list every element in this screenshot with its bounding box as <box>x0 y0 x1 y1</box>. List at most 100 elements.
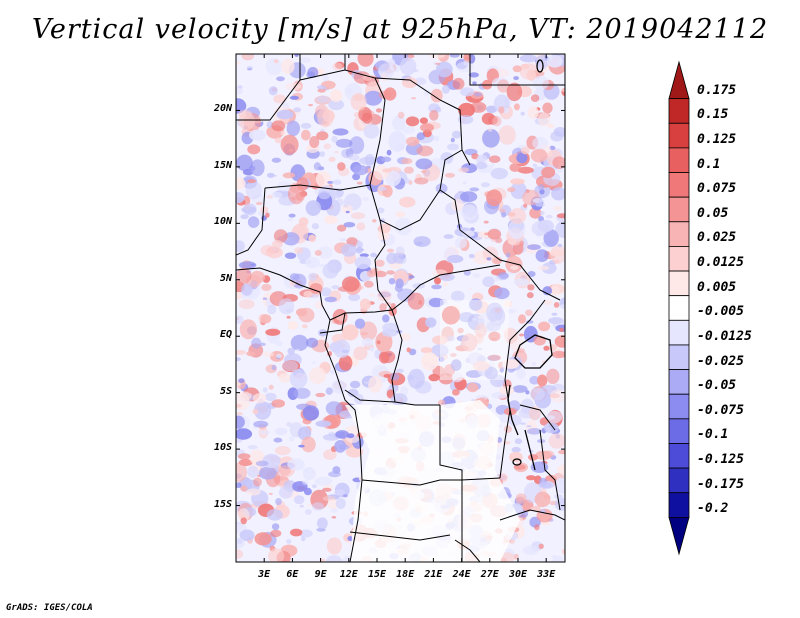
downward-motion-patch <box>472 317 478 321</box>
upward-motion-patch <box>261 283 272 291</box>
upward-motion-patch <box>542 102 553 114</box>
downward-motion-patch <box>395 368 404 373</box>
upward-motion-patch <box>278 465 291 476</box>
downward-motion-patch <box>516 368 526 380</box>
colorbar-segment <box>668 60 690 100</box>
upward-motion-patch <box>538 543 544 549</box>
colorbar-label: 0.025 <box>697 230 737 246</box>
downward-motion-patch <box>286 120 300 137</box>
downward-motion-patch <box>486 321 501 332</box>
downward-motion-patch <box>248 502 254 505</box>
downward-motion-patch <box>468 72 479 78</box>
upward-motion-patch <box>287 320 299 330</box>
downward-motion-patch <box>477 355 486 363</box>
downward-motion-patch <box>551 187 565 201</box>
upward-motion-patch <box>561 549 565 555</box>
upward-motion-patch <box>421 352 439 371</box>
upward-motion-patch <box>383 373 392 378</box>
colorbar-segment <box>668 221 690 247</box>
upward-motion-patch <box>499 208 506 213</box>
colorbar-segment <box>668 516 690 556</box>
upward-motion-patch <box>526 475 536 481</box>
upward-motion-patch <box>268 384 274 390</box>
downward-motion-patch <box>268 86 278 96</box>
downward-motion-patch <box>334 489 346 496</box>
upward-motion-patch <box>421 170 427 174</box>
downward-motion-patch <box>451 372 463 383</box>
upward-motion-patch <box>488 354 501 361</box>
downward-motion-patch <box>460 87 475 97</box>
downward-motion-patch <box>335 430 349 439</box>
upward-motion-patch <box>301 324 308 329</box>
downward-motion-patch <box>331 285 340 290</box>
downward-motion-patch <box>527 271 536 277</box>
downward-motion-patch <box>276 353 282 359</box>
upward-motion-patch <box>301 129 311 141</box>
downward-motion-patch <box>332 128 349 136</box>
downward-motion-patch <box>546 55 563 68</box>
colorbar-label: -0.075 <box>697 402 744 418</box>
upward-motion-patch <box>382 168 392 173</box>
upward-motion-patch <box>537 112 551 127</box>
upward-motion-patch <box>327 499 339 509</box>
colorbar-segment <box>668 122 690 149</box>
upward-motion-patch <box>518 314 526 324</box>
downward-motion-patch <box>262 297 268 301</box>
downward-motion-patch <box>317 517 328 530</box>
downward-motion-patch <box>342 494 348 498</box>
upward-motion-patch <box>356 222 366 231</box>
downward-motion-patch <box>482 276 495 288</box>
downward-motion-patch <box>472 81 477 85</box>
upward-motion-patch <box>268 492 273 495</box>
colorbar-segment <box>668 270 690 297</box>
downward-motion-patch <box>457 190 464 194</box>
lon-tick-label: 21E <box>424 569 443 580</box>
upward-motion-patch <box>308 234 317 243</box>
downward-motion-patch <box>316 95 330 104</box>
downward-motion-patch <box>545 415 556 420</box>
upward-motion-patch <box>420 123 434 132</box>
upward-motion-patch <box>407 292 425 310</box>
downward-motion-patch <box>394 217 413 236</box>
downward-motion-patch <box>481 182 490 188</box>
upward-motion-patch <box>474 323 487 338</box>
downward-motion-patch <box>443 234 454 239</box>
downward-motion-patch <box>267 304 277 315</box>
downward-motion-patch <box>474 92 482 97</box>
upward-motion-patch <box>512 65 522 73</box>
colorbar-segment <box>668 369 690 395</box>
downward-motion-patch <box>241 283 253 296</box>
upward-motion-patch <box>268 548 285 562</box>
downward-motion-patch <box>318 190 331 200</box>
upward-motion-patch <box>468 287 473 290</box>
downward-motion-patch <box>267 172 275 178</box>
downward-motion-patch <box>278 486 293 499</box>
downward-motion-patch <box>238 261 257 269</box>
downward-motion-patch <box>363 123 380 139</box>
upward-motion-patch <box>345 446 364 458</box>
lat-tick-label: 5S <box>219 385 232 397</box>
upward-motion-patch <box>527 106 539 119</box>
upward-motion-patch <box>334 151 339 154</box>
upward-motion-patch <box>253 393 267 404</box>
upward-motion-patch <box>529 207 542 219</box>
upward-motion-patch <box>489 155 501 163</box>
upward-motion-patch <box>357 54 374 67</box>
downward-motion-patch <box>354 256 372 270</box>
upward-motion-patch <box>361 112 373 124</box>
upward-motion-patch <box>486 189 503 207</box>
downward-motion-patch <box>356 246 363 254</box>
downward-motion-patch <box>236 192 245 204</box>
upward-motion-patch <box>323 449 337 460</box>
upward-motion-patch <box>401 158 413 165</box>
downward-motion-patch <box>276 109 294 120</box>
downward-motion-patch <box>328 471 341 478</box>
downward-motion-patch <box>345 210 350 214</box>
upward-motion-patch <box>505 255 523 273</box>
upward-motion-patch <box>530 148 548 163</box>
upward-motion-patch <box>271 399 286 408</box>
upward-motion-patch <box>298 307 315 323</box>
downward-motion-patch <box>247 216 260 228</box>
upward-motion-patch <box>282 172 296 179</box>
upward-motion-patch <box>461 333 478 352</box>
